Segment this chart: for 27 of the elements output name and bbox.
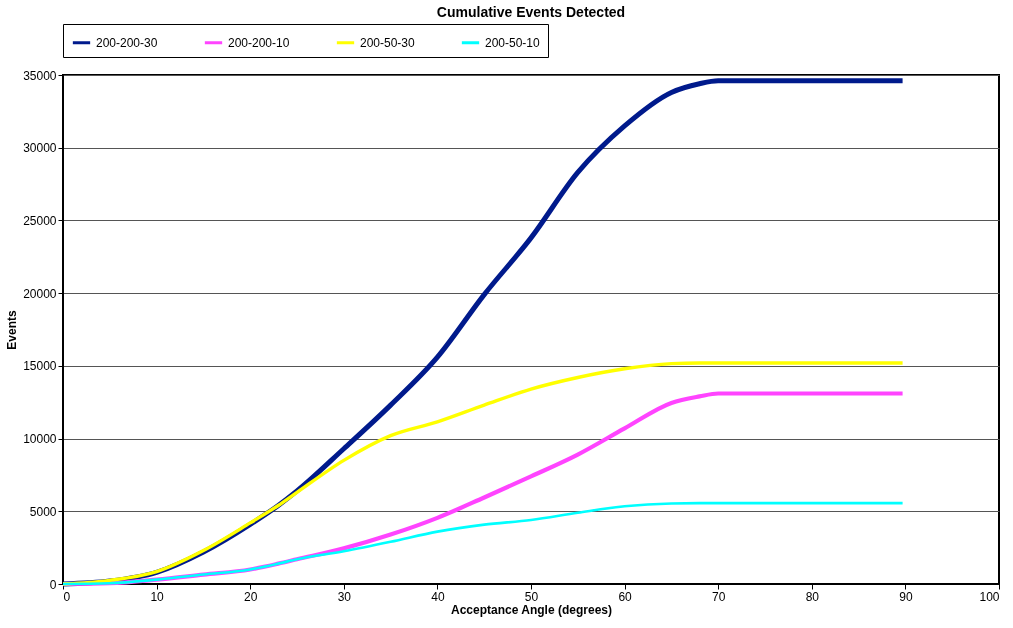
y-tick-label: 10000	[23, 432, 57, 447]
x-tick-label: 70	[712, 589, 726, 604]
x-tick-label: 0	[63, 589, 71, 604]
y-tick-label: 0	[49, 577, 57, 592]
x-tick-label: 60	[618, 589, 633, 604]
y-tick-label: 30000	[23, 141, 57, 156]
y-tick-label: 15000	[23, 359, 57, 374]
x-axis-title: Acceptance Angle (degrees)	[451, 602, 612, 617]
y-tick-label: 5000	[29, 504, 57, 519]
x-tick-label: 80	[805, 589, 820, 604]
x-tick-label: 20	[244, 589, 258, 604]
line-series	[61, 501, 904, 586]
x-tick-label: 100	[979, 589, 1000, 604]
y-tick-label: 25000	[23, 213, 57, 228]
legend-label: 200-200-10	[228, 35, 290, 50]
chart-title: Cumulative Events Detected	[436, 3, 626, 20]
x-tick-label: 40	[431, 589, 445, 604]
y-axis-title: Events	[5, 310, 20, 350]
y-tick-label: 35000	[23, 68, 57, 83]
x-tick-label: 90	[899, 589, 913, 604]
legend-label: 200-50-30	[360, 35, 416, 50]
legend-label: 200-50-10	[485, 35, 541, 50]
legend-label: 200-200-30	[96, 35, 158, 50]
x-tick-label: 30	[337, 589, 352, 604]
x-tick-label: 50	[524, 589, 539, 604]
y-tick-label: 20000	[23, 286, 57, 301]
x-tick-label: 10	[150, 589, 165, 604]
